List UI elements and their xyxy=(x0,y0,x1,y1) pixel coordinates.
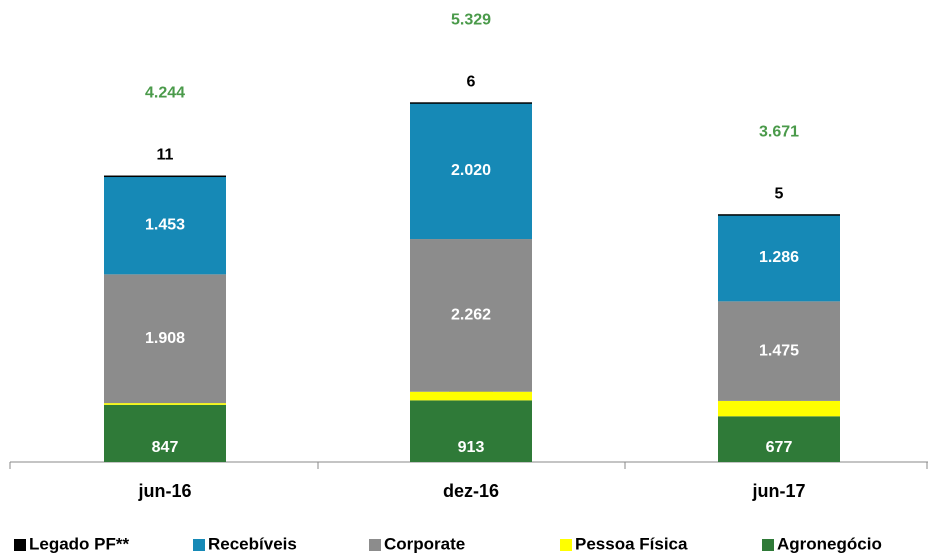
total-label: 4.244 xyxy=(145,85,185,102)
x-tick-label: dez-16 xyxy=(443,481,499,501)
value-label: 6 xyxy=(467,74,476,91)
legend-swatch xyxy=(14,539,26,551)
legend-swatch xyxy=(762,539,774,551)
legend-swatch xyxy=(560,539,572,551)
bar-segment xyxy=(718,214,840,302)
legend-swatch xyxy=(193,539,205,551)
bar-segment xyxy=(718,301,840,401)
bar-segment xyxy=(410,102,532,104)
value-label: 2.020 xyxy=(451,162,491,179)
bar-segment xyxy=(718,416,840,462)
value-label: 1.475 xyxy=(759,342,799,359)
bar-segment xyxy=(410,239,532,392)
value-label: 5 xyxy=(775,185,784,202)
value-label: 1.908 xyxy=(145,330,185,347)
legend-label: Corporate xyxy=(384,534,465,553)
total-label: 5.329 xyxy=(451,12,491,29)
bar-segment xyxy=(410,400,532,462)
value-label: 677 xyxy=(766,439,793,456)
legend-label: Recebíveis xyxy=(208,534,297,553)
x-tick-label: jun-16 xyxy=(137,481,191,501)
legend-swatch xyxy=(369,539,381,551)
bar-segment xyxy=(410,391,532,401)
bar-segment xyxy=(104,403,226,405)
bar-segment xyxy=(718,400,840,417)
legend-label: Agronegócio xyxy=(777,534,882,553)
value-label: 2.262 xyxy=(451,307,491,324)
x-tick-label: jun-17 xyxy=(751,481,805,501)
legend-label: Legado PF** xyxy=(29,534,130,553)
value-label: 1.453 xyxy=(145,217,185,234)
bar-segment xyxy=(718,214,840,216)
value-label: 913 xyxy=(458,439,485,456)
total-label: 3.671 xyxy=(759,123,799,140)
value-label: 11 xyxy=(157,147,174,164)
bar-segment xyxy=(104,176,226,275)
bar-segment xyxy=(104,404,226,462)
value-label: 847 xyxy=(152,439,179,456)
bar-segment xyxy=(104,175,226,178)
legend-label: Pessoa Física xyxy=(575,534,688,553)
bar-segment xyxy=(410,102,532,240)
value-label: 1.286 xyxy=(759,249,799,266)
bar-segment xyxy=(104,274,226,404)
